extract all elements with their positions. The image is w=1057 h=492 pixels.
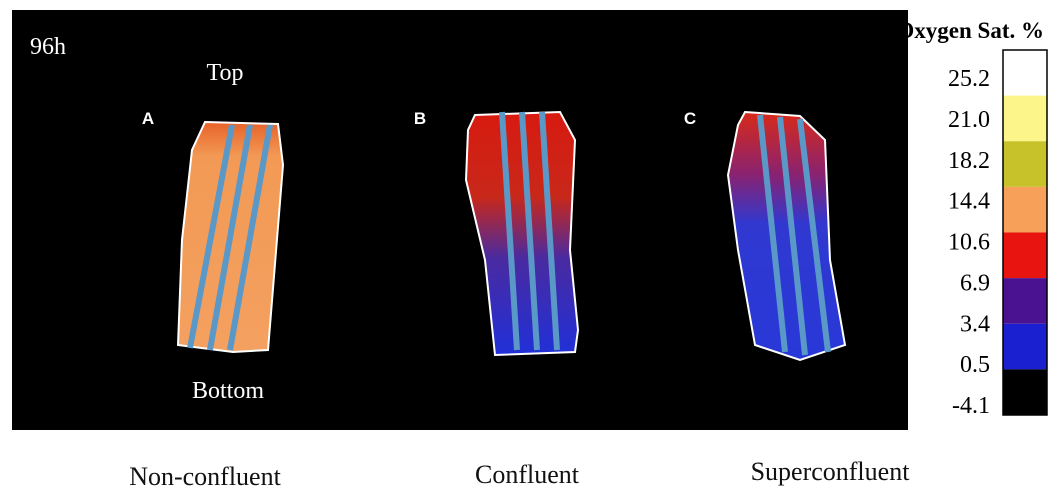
color-swatch: [1003, 187, 1047, 233]
color-swatch: [1003, 141, 1047, 187]
legend-label: 0.5: [960, 352, 990, 378]
caption: Confluent: [475, 460, 580, 489]
sample-a: [178, 122, 283, 352]
legend-label: 6.9: [960, 270, 990, 296]
legend: 25.2 21.0 18.2 14.4 10.6 6.9 3.4 0.5 -4.1: [948, 50, 1047, 419]
color-swatch: [1003, 50, 1047, 96]
caption: Superconfluent: [751, 457, 911, 486]
color-swatch: [1003, 96, 1047, 142]
legend-label: 3.4: [960, 311, 990, 337]
color-swatch: [1003, 369, 1047, 415]
caption: Non-confluent: [129, 462, 281, 491]
legend-label: 21.0: [948, 107, 990, 133]
legend-label: 18.2: [948, 148, 990, 174]
legend-title: Oxygen Sat. %: [896, 18, 1044, 43]
time-label: 96h: [30, 34, 66, 60]
bottom-label: Bottom: [192, 378, 264, 404]
panel-letter: A: [142, 109, 154, 128]
legend-label: -4.1: [952, 393, 990, 419]
top-label: Top: [207, 60, 244, 86]
panel-letter: B: [414, 109, 426, 128]
color-swatch: [1003, 278, 1047, 324]
panel-letter: C: [684, 109, 696, 128]
color-swatch: [1003, 324, 1047, 370]
legend-label: 25.2: [948, 66, 990, 92]
color-swatch: [1003, 233, 1047, 279]
figure: 96h Top Bottom A B C Non-confluent Confl…: [0, 0, 1057, 492]
legend-label: 10.6: [948, 230, 990, 256]
legend-label: 14.4: [948, 189, 990, 215]
